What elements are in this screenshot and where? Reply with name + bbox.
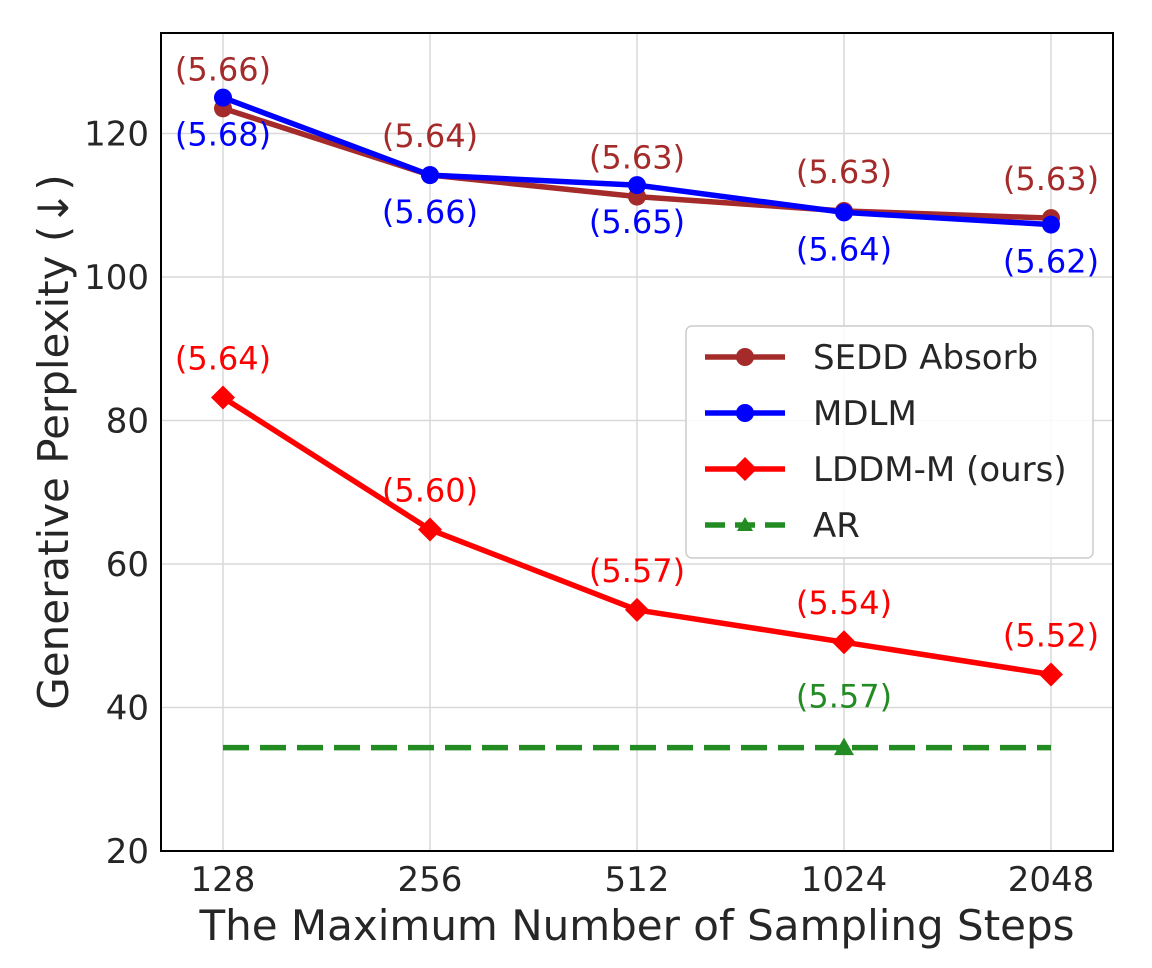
series-layer bbox=[211, 88, 1063, 756]
mdlm-series bbox=[214, 88, 1060, 234]
tick-layer: 20 40 60 80 100 120 128 256 512 1024 2048 bbox=[84, 114, 1094, 900]
x-tick-label: 2048 bbox=[1008, 860, 1095, 900]
x-tick-label: 128 bbox=[191, 860, 256, 900]
mdlm-data-label: (5.65) bbox=[589, 203, 685, 241]
x-axis-label: The Maximum Number of Sampling Steps bbox=[198, 901, 1074, 950]
lddm-m-ours-data-label: (5.57) bbox=[589, 552, 685, 590]
lddm-m-ours-data-label: (5.64) bbox=[175, 340, 271, 378]
ar-data-label: (5.57) bbox=[796, 678, 892, 716]
y-tick-label: 40 bbox=[106, 688, 149, 728]
x-tick-label: 512 bbox=[605, 860, 670, 900]
mdlm-data-label: (5.64) bbox=[796, 230, 892, 268]
mdlm-point bbox=[628, 176, 646, 195]
mdlm-point bbox=[214, 88, 232, 107]
y-tick-label: 120 bbox=[84, 114, 149, 154]
x-tick-label: 256 bbox=[398, 860, 463, 900]
legend-label-sedd-absorb: SEDD Absorb bbox=[813, 338, 1038, 378]
lddm-m-ours-series bbox=[211, 385, 1063, 687]
ar-point bbox=[834, 737, 854, 756]
sedd-absorb-data-label: (5.63) bbox=[796, 153, 892, 191]
mdlm-data-label: (5.62) bbox=[1003, 243, 1099, 281]
legend-marker-sedd-absorb bbox=[736, 348, 754, 366]
legend-box bbox=[685, 325, 1094, 559]
lddm-m-ours-data-label: (5.60) bbox=[382, 472, 478, 510]
y-axis-label: Generative Perplexity (↓) bbox=[29, 174, 78, 710]
annotation-layer: (5.66) (5.64) (5.63) (5.63) (5.63) (5.68) (5.6… bbox=[175, 50, 1099, 715]
ar-series bbox=[223, 737, 1051, 756]
x-tick-label: 1024 bbox=[801, 860, 888, 900]
y-tick-label: 80 bbox=[106, 401, 149, 441]
y-tick-label: 20 bbox=[106, 832, 149, 872]
legend-marker-lddm-m-ours bbox=[733, 457, 757, 481]
lddm-m-ours-point bbox=[211, 385, 235, 410]
sedd-absorb-data-label: (5.63) bbox=[589, 139, 685, 177]
mdlm-data-label: (5.68) bbox=[175, 116, 271, 154]
legend-label-ar: AR bbox=[813, 506, 860, 546]
lddm-m-ours-data-label: (5.52) bbox=[1003, 616, 1099, 654]
lddm-m-ours-point bbox=[832, 630, 856, 655]
lddm-m-ours-point bbox=[1039, 662, 1063, 687]
mdlm-point bbox=[421, 166, 439, 185]
legend-label-mdlm: MDLM bbox=[813, 394, 917, 434]
legend-label-lddm-m-ours: LDDM-M (ours) bbox=[813, 450, 1067, 490]
mdlm-point bbox=[1042, 215, 1060, 234]
mdlm-data-label: (5.66) bbox=[382, 193, 478, 231]
lddm-m-ours-point bbox=[625, 597, 649, 622]
plot-frame bbox=[160, 32, 1114, 852]
lddm-m-ours-point bbox=[418, 517, 442, 542]
y-tick-label: 100 bbox=[84, 258, 149, 298]
legend-marker-ar bbox=[737, 517, 753, 531]
lddm-m-ours-data-label: (5.54) bbox=[796, 584, 892, 622]
legend: SEDD Absorb MDLM LDDM-M (ours) AR bbox=[685, 325, 1094, 559]
sedd-absorb-data-label: (5.66) bbox=[175, 50, 271, 88]
y-tick-label: 60 bbox=[106, 545, 149, 585]
mdlm-point bbox=[835, 203, 853, 222]
sedd-absorb-data-label: (5.63) bbox=[1003, 160, 1099, 198]
legend-marker-mdlm bbox=[736, 404, 754, 422]
sedd-absorb-data-label: (5.64) bbox=[382, 117, 478, 155]
